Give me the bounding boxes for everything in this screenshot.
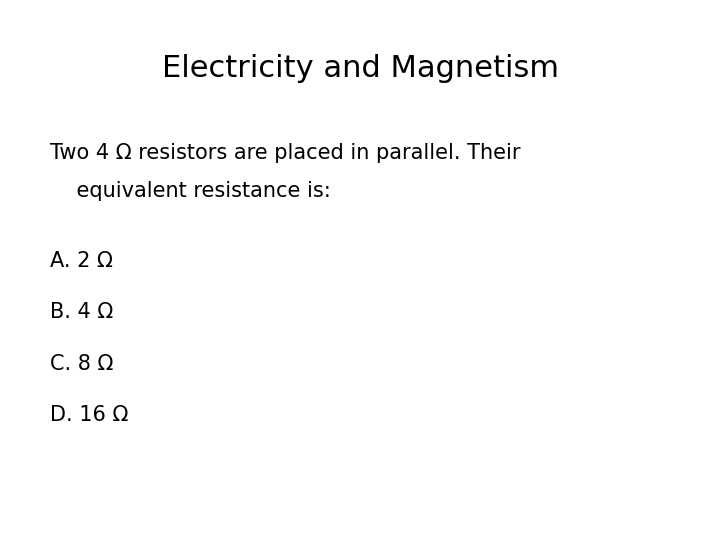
Text: B. 4 Ω: B. 4 Ω bbox=[50, 302, 114, 322]
Text: Two 4 Ω resistors are placed in parallel. Their: Two 4 Ω resistors are placed in parallel… bbox=[50, 143, 521, 163]
Text: equivalent resistance is:: equivalent resistance is: bbox=[50, 181, 331, 201]
Text: Electricity and Magnetism: Electricity and Magnetism bbox=[161, 54, 559, 83]
Text: C. 8 Ω: C. 8 Ω bbox=[50, 354, 114, 374]
Text: A. 2 Ω: A. 2 Ω bbox=[50, 251, 113, 271]
Text: D. 16 Ω: D. 16 Ω bbox=[50, 405, 129, 425]
